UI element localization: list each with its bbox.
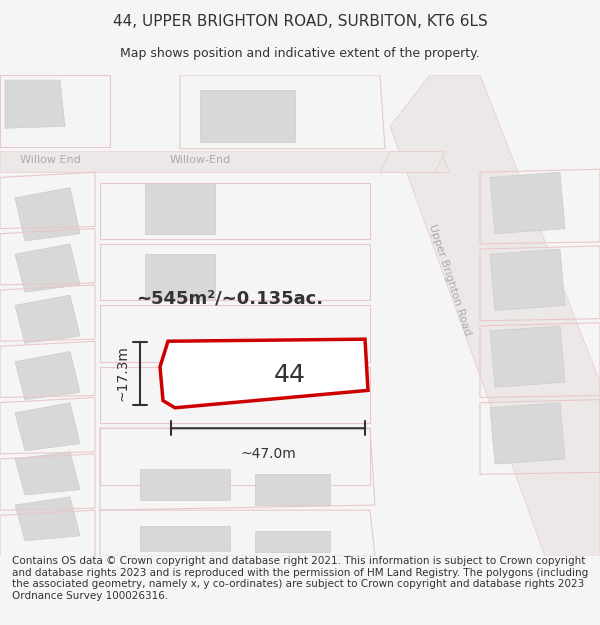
Text: 44: 44 [274, 363, 306, 387]
Text: Willow-End: Willow-End [169, 155, 230, 165]
Polygon shape [380, 152, 445, 173]
Polygon shape [490, 326, 565, 388]
Polygon shape [15, 402, 80, 451]
Text: 44, UPPER BRIGHTON ROAD, SURBITON, KT6 6LS: 44, UPPER BRIGHTON ROAD, SURBITON, KT6 6… [113, 14, 487, 29]
Polygon shape [490, 173, 565, 234]
Polygon shape [145, 182, 215, 234]
Polygon shape [145, 254, 215, 300]
Polygon shape [490, 402, 565, 464]
Polygon shape [140, 526, 230, 551]
Polygon shape [140, 469, 230, 500]
Polygon shape [15, 351, 80, 399]
Polygon shape [255, 531, 330, 552]
Text: Contains OS data © Crown copyright and database right 2021. This information is : Contains OS data © Crown copyright and d… [12, 556, 588, 601]
Polygon shape [15, 188, 80, 241]
Text: Map shows position and indicative extent of the property.: Map shows position and indicative extent… [120, 48, 480, 61]
Polygon shape [490, 249, 565, 311]
Polygon shape [15, 244, 80, 292]
Text: Upper Brighton Road: Upper Brighton Road [427, 223, 473, 337]
Text: ~47.0m: ~47.0m [240, 447, 296, 461]
Polygon shape [15, 295, 80, 343]
Text: ~17.3m: ~17.3m [116, 346, 130, 401]
Polygon shape [5, 80, 65, 128]
Text: ~545m²/~0.135ac.: ~545m²/~0.135ac. [136, 289, 323, 308]
Polygon shape [15, 452, 80, 495]
Polygon shape [390, 75, 600, 556]
Polygon shape [255, 474, 330, 505]
Polygon shape [160, 339, 368, 408]
Polygon shape [200, 91, 295, 141]
Polygon shape [0, 152, 450, 173]
Polygon shape [15, 497, 80, 541]
Text: Willow End: Willow End [20, 155, 80, 165]
